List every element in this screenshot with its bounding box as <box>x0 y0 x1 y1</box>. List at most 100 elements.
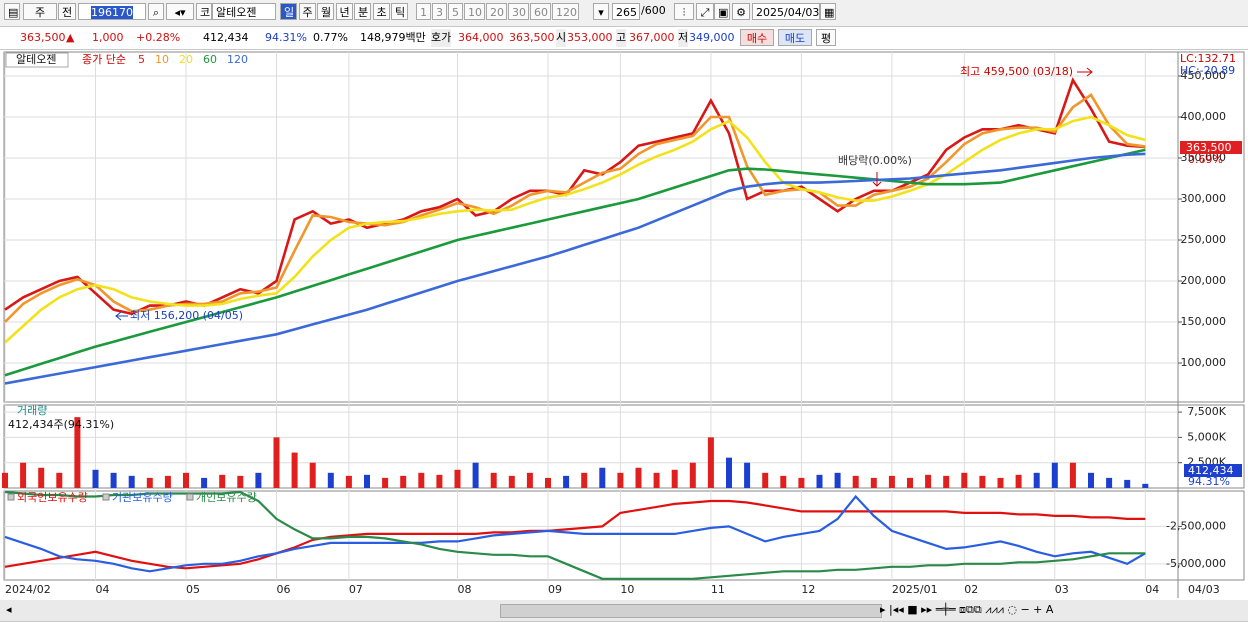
volume-bar <box>816 474 823 488</box>
last-price-box <box>1180 141 1242 154</box>
menu-button[interactable]: ▤ <box>4 3 20 20</box>
volume-bar <box>2 472 8 488</box>
volume-bar <box>979 475 986 488</box>
x-tick-label: 05 <box>186 583 200 596</box>
count-max: /600 <box>641 4 666 17</box>
period-tab[interactable]: 주 <box>298 3 316 20</box>
volume-bar <box>798 477 805 488</box>
sell-button[interactable]: 매도 <box>778 29 812 46</box>
x-end-label: 04/03 <box>1188 583 1220 596</box>
low: 349,000 <box>689 31 735 44</box>
code-input[interactable]: 196170 <box>78 3 146 20</box>
volume-bar <box>943 475 950 488</box>
period-tab[interactable]: 초 <box>372 3 390 20</box>
legend-title: 종가 단순 <box>82 53 126 66</box>
interval-tab[interactable]: 10 <box>464 3 485 20</box>
count-input[interactable]: 265 <box>612 3 640 20</box>
ask: 364,000 <box>458 31 504 44</box>
code: 196170 <box>91 6 133 19</box>
prev-button[interactable]: 전 <box>58 3 76 20</box>
volume-bar <box>183 472 189 488</box>
series-line <box>4 93 1146 323</box>
volume-bar <box>164 475 171 488</box>
volume-ratio: 94.31% <box>265 31 307 44</box>
volume-bar <box>508 475 515 488</box>
calendar[interactable]: ▦ <box>820 3 836 20</box>
open: 353,000 <box>567 31 613 44</box>
volume-bar <box>707 437 714 488</box>
interval-tab[interactable]: 120 <box>552 3 579 20</box>
volume-subtitle: 412,434주(94.31%) <box>8 418 114 431</box>
save[interactable]: ▣ <box>714 3 730 20</box>
settings[interactable]: ⚙ <box>732 3 750 20</box>
legend-swatch <box>102 493 110 501</box>
period-tab[interactable]: 월 <box>317 3 334 20</box>
legend-entry: 기관보유수량 <box>112 491 173 504</box>
date-input[interactable]: 2025/04/03 <box>752 3 820 20</box>
ask-label: 호가 <box>431 29 452 47</box>
x-tick-label: 02 <box>964 583 978 596</box>
period-tab[interactable]: 년 <box>335 3 353 20</box>
x-tick-label: 09 <box>548 583 562 596</box>
period-tab[interactable]: 일 <box>280 3 297 20</box>
volume-bar <box>128 475 135 488</box>
annotation-high: 최고 459,500 (03/18) <box>960 65 1073 78</box>
chart-title: 알테오젠 <box>16 52 56 66</box>
draw-tool[interactable]: ⤢ <box>696 3 714 20</box>
exchange: 코 <box>196 3 212 20</box>
hc-label: HC:-20.89 <box>1180 64 1235 77</box>
annotation-dividend: 배당락(0.00%) <box>838 154 912 167</box>
x-tick-label: 11 <box>711 583 725 596</box>
amount: 148,979백만 <box>360 31 426 44</box>
legend-entry: 외국인보유수량 <box>17 491 88 504</box>
turnover: 0.77% <box>313 31 348 44</box>
search-button[interactable]: ⌕ <box>148 3 164 20</box>
last-price: 363,500 <box>1186 141 1232 154</box>
volume-bar <box>291 452 298 488</box>
low-label: 저 <box>678 29 689 47</box>
interval-tab[interactable]: 5 <box>448 3 463 20</box>
avg-button[interactable]: 평 <box>816 29 836 46</box>
period-tab[interactable]: 분 <box>354 3 371 20</box>
lc-label: LC:132.71 <box>1180 52 1236 65</box>
interval-tab[interactable]: 30 <box>508 3 529 20</box>
y-tick-label: 350,000 <box>1181 151 1227 164</box>
bid: 363,500 <box>509 31 555 44</box>
volume-bar <box>146 477 153 488</box>
volume-bar <box>1051 462 1058 488</box>
volume: 412,434 <box>203 31 249 44</box>
volume-bar <box>617 472 624 488</box>
volume-bar <box>219 474 226 488</box>
scroll-left[interactable]: ◂ <box>6 603 12 616</box>
volume-bar <box>1015 474 1022 488</box>
volume-bar <box>327 472 334 488</box>
volume-bar <box>870 477 877 488</box>
x-tick-label: 2025/01 <box>892 583 938 596</box>
interval-tab[interactable]: 3 <box>432 3 447 20</box>
chart-type[interactable]: ⫶ <box>674 3 694 20</box>
interval-tab[interactable]: 60 <box>530 3 551 20</box>
volume-bar <box>490 472 497 488</box>
dropdown[interactable]: ▾ <box>593 3 609 20</box>
y-tick-label: 400,000 <box>1181 110 1227 123</box>
volume-bar <box>1124 479 1131 488</box>
period-tab[interactable]: 틱 <box>391 3 408 20</box>
legend-entry: 개인보유수량 <box>196 491 257 504</box>
market-select[interactable]: 주 <box>23 3 57 20</box>
y-tick-label: 200,000 <box>1181 274 1227 287</box>
series-line <box>4 148 1146 377</box>
sound-button[interactable]: ◂▾ <box>166 3 194 20</box>
panel-frame <box>3 404 1245 489</box>
volume-bar <box>309 462 316 488</box>
last-volume: 412,434 <box>1188 464 1234 477</box>
scroll-thumb[interactable] <box>500 604 882 618</box>
volume-bar <box>653 472 660 488</box>
volume-bar <box>834 472 841 488</box>
scrollbar[interactable]: ◂ ▸ |◂◂ ■ ▸▸ ═╪═ ⧈⧉⧉ ⩘⩘⩘ ◌ − + A <box>0 600 1248 622</box>
x-tick-label: 06 <box>277 583 291 596</box>
interval-tab[interactable]: 20 <box>486 3 507 20</box>
volume-bar <box>400 475 407 488</box>
buy-button[interactable]: 매수 <box>740 29 774 46</box>
nav-buttons[interactable]: ▸ |◂◂ ■ ▸▸ ═╪═ ⧈⧉⧉ ⩘⩘⩘ ◌ − + A <box>880 603 1054 616</box>
interval-tab[interactable]: 1 <box>416 3 431 20</box>
